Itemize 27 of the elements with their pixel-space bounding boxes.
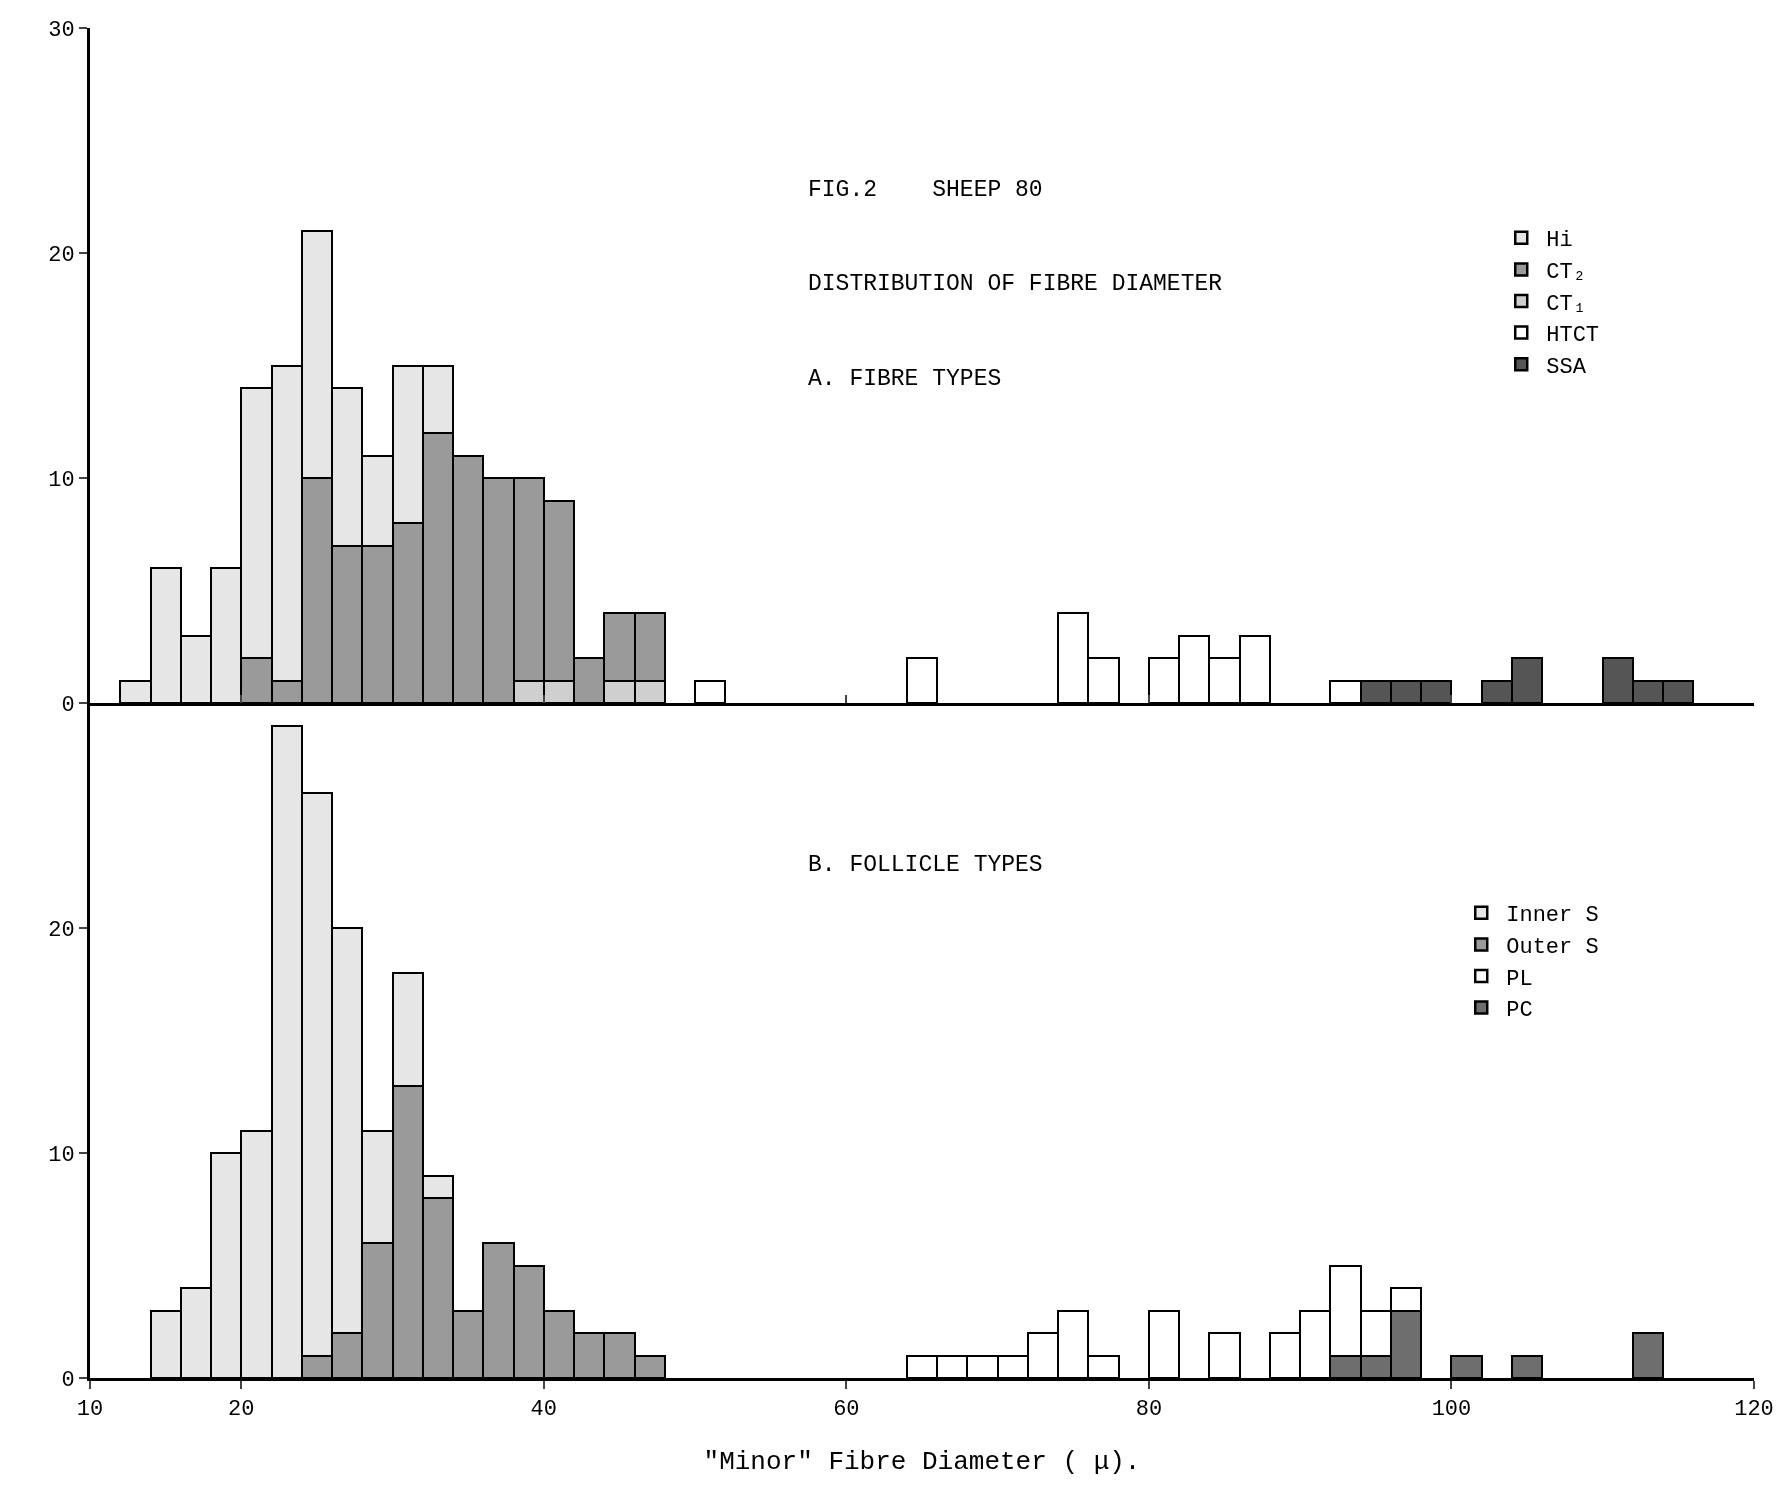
x-tick-label: 120 <box>1734 1397 1774 1423</box>
y-tick-label: 20 <box>48 242 75 268</box>
y-tick-label: 10 <box>48 1142 75 1168</box>
x-tick-label: 20 <box>228 1397 255 1423</box>
y-tick-label: 20 <box>48 917 75 943</box>
legend-label: PC <box>1506 998 1533 1024</box>
legend-label: Hi <box>1546 228 1573 254</box>
text: B. FOLLICLE TYPES <box>808 852 1043 878</box>
x-axis-title: "Minor" Fibre Diameter ( μ). <box>703 1447 1141 1478</box>
legend-label: CT₂ <box>1546 259 1586 285</box>
annotation: A. FIBRE TYPES <box>808 366 1002 392</box>
legend-label: Outer S <box>1506 934 1599 960</box>
y-tick-label: 0 <box>61 692 75 718</box>
text: FIG.2 SHEEP 80 <box>808 177 1043 203</box>
x-tick-label: 40 <box>530 1397 558 1423</box>
legend-label: CT₁ <box>1546 291 1586 317</box>
x-tick-label: 100 <box>1431 1397 1472 1423</box>
x-tick-label: 60 <box>833 1397 860 1423</box>
legend-label: Inner S <box>1506 903 1599 929</box>
legend-label: HTCT <box>1546 323 1600 349</box>
y-tick-label: 10 <box>48 467 75 493</box>
legend-label: PL <box>1506 966 1533 992</box>
legend-label: SSA <box>1546 354 1587 380</box>
x-tick-label: 80 <box>1135 1397 1163 1423</box>
text: DISTRIBUTION OF FIBRE DIAMETER <box>808 271 1223 297</box>
y-tick-label: 30 <box>48 17 75 43</box>
y-tick-label: 0 <box>61 1367 75 1393</box>
